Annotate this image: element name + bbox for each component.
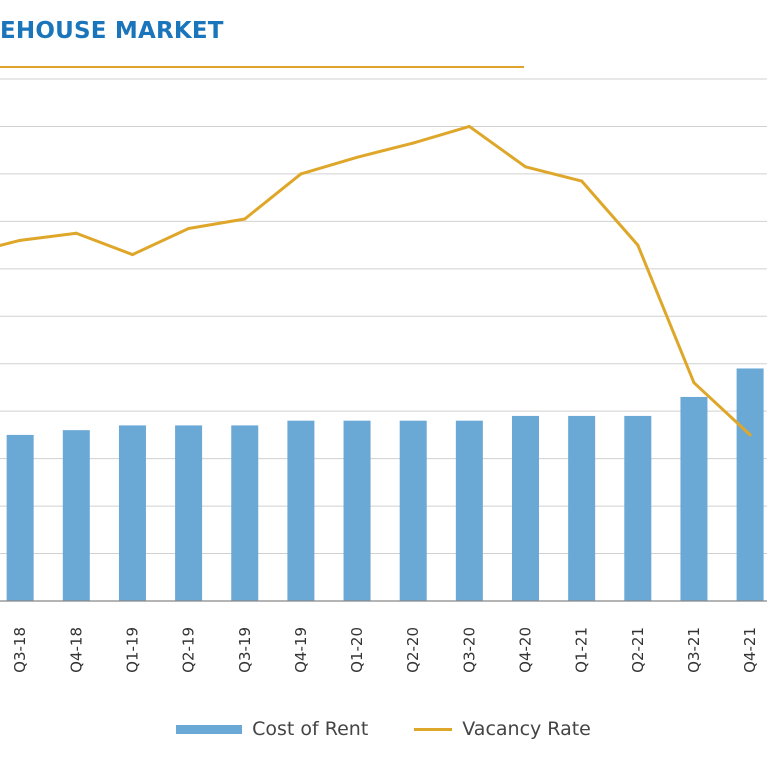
tick-label-q4-21: Q4-21 [741, 627, 759, 673]
tick-label-q2-20: Q2-20 [404, 627, 422, 673]
vacancy-point-q3-18 [18, 238, 22, 242]
vacancy-point-q4-18 [74, 231, 78, 235]
bar-q2-19 [175, 425, 203, 601]
vacancy-point-q4-21 [748, 433, 752, 437]
tick-label-q2-21: Q2-21 [629, 627, 647, 673]
legend-item-vacancy-rate: Vacancy Rate [414, 718, 591, 740]
bar-q1-19 [118, 425, 146, 601]
vacancy-point-q3-21 [692, 381, 696, 385]
vacancy-point-q2-20 [411, 141, 415, 145]
bar-q2-20 [399, 420, 427, 601]
bar-q4-20 [512, 415, 539, 601]
vacancy-point-q1-20 [355, 155, 359, 159]
legend-label-vacancy-rate: Vacancy Rate [462, 718, 591, 740]
bar-q1-20 [343, 420, 371, 601]
bar-q3-19 [231, 425, 259, 601]
legend-label-cost-of-rent: Cost of Rent [252, 718, 369, 740]
legend-item-cost-of-rent: Cost of Rent [176, 718, 368, 740]
vacancy-point-q4-19 [299, 172, 303, 176]
vacancy-point-q3-19 [243, 217, 247, 221]
bar-q3-20 [455, 420, 483, 601]
tick-label-q3-19: Q3-19 [236, 627, 254, 673]
chart-title: EHOUSE MARKET [0, 18, 224, 44]
vacancy-point-q1-19 [130, 253, 134, 257]
bar-q4-18 [62, 430, 90, 601]
tick-label-q4-18: Q4-18 [67, 627, 85, 673]
vacancy-point-q2-19 [187, 226, 191, 230]
bar-q4-21 [736, 368, 764, 601]
vacancy-rate-line [0, 124, 752, 437]
bar-q3-21 [680, 396, 708, 601]
tick-label-q3-20: Q3-20 [460, 627, 478, 673]
x-axis-tick-labels: Q2-18Q3-18Q4-18Q1-19Q2-19Q3-19Q4-19Q1-20… [11, 627, 759, 673]
tick-label-q1-20: Q1-20 [348, 627, 366, 673]
legend: Cost of Rent Vacancy Rate [0, 718, 767, 740]
tick-label-q3-18: Q3-18 [11, 627, 29, 673]
bar-q1-21 [568, 415, 596, 601]
legend-swatch-line [414, 727, 453, 731]
tick-label-q1-21: Q1-21 [573, 627, 591, 673]
vacancy-point-q3-20 [467, 124, 471, 128]
vacancy-point-q2-21 [636, 243, 640, 247]
bar-q2-21 [624, 415, 652, 601]
line-series-vacancy-rate [0, 124, 752, 437]
title-underline [0, 66, 524, 68]
vacancy-point-q4-20 [524, 165, 527, 169]
legend-swatch-bar [176, 724, 243, 734]
tick-label-q4-19: Q4-19 [292, 627, 310, 673]
tick-label-q4-20: Q4-20 [517, 627, 535, 673]
tick-label-q2-19: Q2-19 [180, 627, 198, 673]
bar-series-cost-of-rent [6, 368, 764, 601]
tick-label-q3-21: Q3-21 [685, 627, 703, 673]
vacancy-point-q1-21 [580, 179, 584, 183]
bar-q3-18 [6, 434, 34, 601]
bar-q4-19 [287, 420, 315, 601]
tick-label-q1-19: Q1-19 [123, 627, 141, 673]
